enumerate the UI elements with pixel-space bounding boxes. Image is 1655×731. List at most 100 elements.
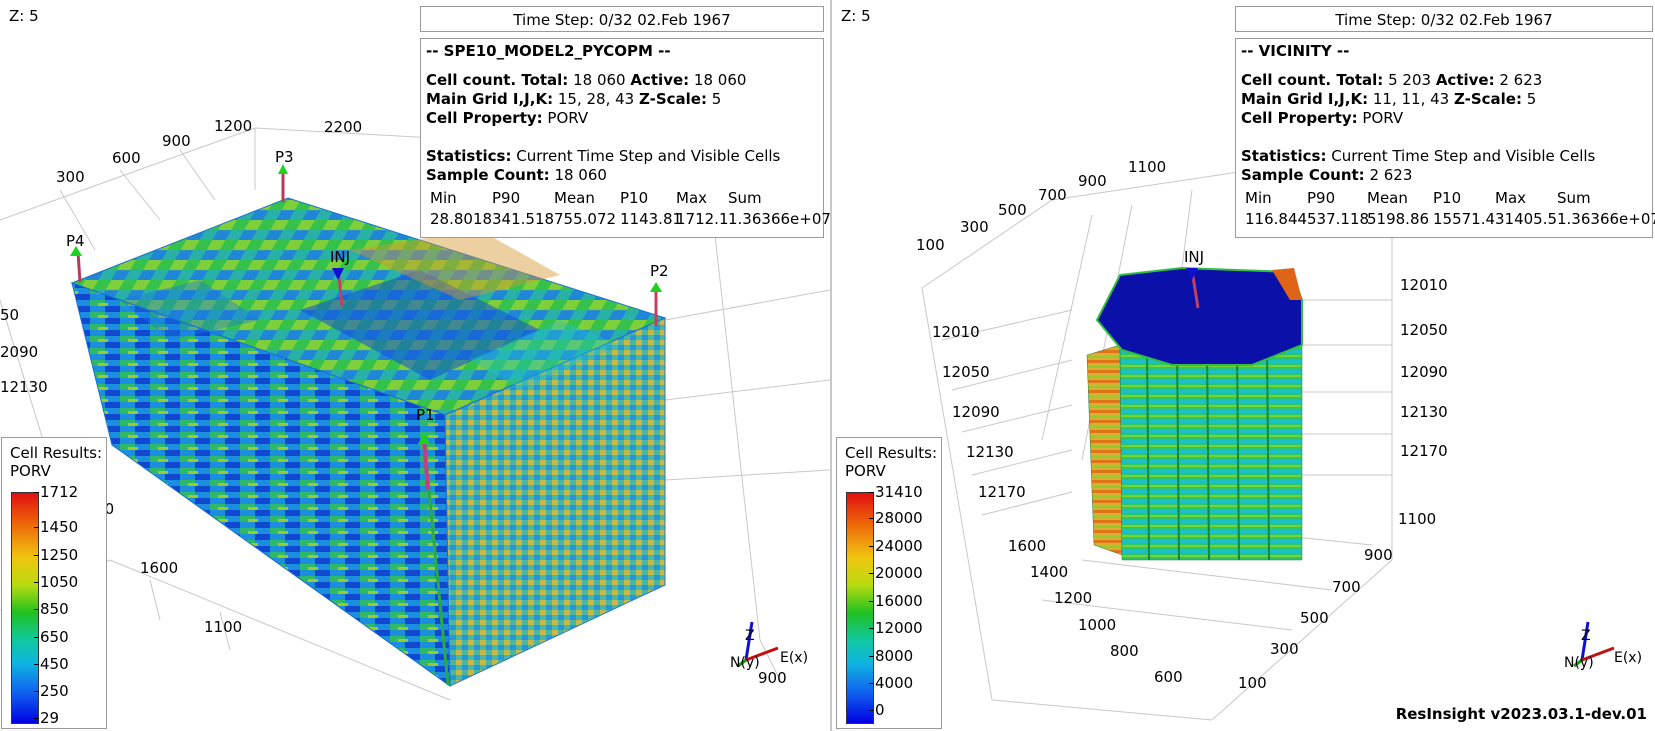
axis-label: 2090	[0, 343, 38, 361]
stats-value: 15571.4	[1433, 210, 1496, 228]
axis-label: 600	[1154, 668, 1183, 686]
axis-label: 12130	[1400, 403, 1448, 421]
well-label-p1: P1	[416, 406, 435, 424]
axis-label: 300	[960, 218, 989, 236]
legend-tick: 4000	[868, 674, 914, 692]
well-label-p2: P2	[650, 262, 669, 280]
legend-tick: 24000	[869, 537, 923, 555]
axis-label: 300	[56, 168, 85, 186]
legend-title: Cell Results:	[10, 444, 103, 462]
legend-tick: 250	[34, 682, 69, 700]
axis-label: 1100	[1398, 510, 1436, 528]
vicinity-grid-model[interactable]	[1086, 266, 1303, 561]
axis-label: 12010	[1400, 276, 1448, 294]
legend-tick: 1050	[33, 573, 79, 591]
info-box: -- VICINITY -- Cell count. Total: 5 203 …	[1235, 38, 1655, 238]
stats-header: P10	[1433, 189, 1462, 207]
stats-value: 755.072	[554, 210, 617, 228]
color-legend[interactable]: Cell Results: PORV 31410 28000 24000 2000…	[836, 437, 942, 729]
well-label-inj: INJ	[1184, 248, 1204, 266]
legend-property: PORV	[845, 462, 886, 480]
axis-label: 300	[1270, 640, 1299, 658]
z-scale-label: Z: 5	[9, 7, 39, 25]
axis-label: 1100	[1128, 158, 1166, 176]
stats-value: 1.36366e+07	[1557, 210, 1655, 228]
legend-tick: 16000	[869, 592, 923, 610]
stats-value: 1712.1	[676, 210, 729, 228]
well-label-inj: INJ	[330, 248, 350, 266]
legend-tick: 12000	[869, 619, 923, 637]
legend-tick: 850	[34, 600, 69, 618]
triad-n-label: N(y)	[1564, 655, 1594, 671]
stats-header: Sum	[1557, 189, 1591, 207]
time-step-box: Time Step: 0/32 02.Feb 1967	[1235, 6, 1653, 32]
triad-z-label: Z	[1581, 628, 1591, 644]
triad-n-label: N(y)	[730, 655, 760, 671]
legend-tick: 28000	[869, 509, 923, 527]
legend-tick: 1712	[33, 483, 79, 501]
legend-property: PORV	[10, 462, 51, 480]
axis-label: 500	[1300, 609, 1329, 627]
well-paths	[70, 164, 662, 686]
case-title: -- SPE10_MODEL2_PYCOPM --	[426, 42, 671, 60]
left-3d-view[interactable]: P3 P4 INJ P2 P1 1200 900 600 300 2200 50…	[0, 0, 830, 731]
axis-label: 2200	[324, 118, 362, 136]
z-scale-label: Z: 5	[841, 7, 871, 25]
left-3d-scene[interactable]: P3 P4 INJ P2 P1 1200 900 600 300 2200 50…	[0, 0, 830, 731]
triad-e-label: E(x)	[780, 650, 808, 666]
axis-label: 1600	[140, 559, 178, 577]
legend-tick: 1250	[33, 546, 79, 564]
legend-tick: 450	[34, 655, 69, 673]
stats-value: 5198.86	[1367, 210, 1430, 228]
stats-header: Mean	[554, 189, 595, 207]
legend-tick: 20000	[869, 564, 923, 582]
well-paths	[1186, 268, 1200, 309]
stats-header: Min	[430, 189, 457, 207]
legend-tick: 31410	[869, 483, 923, 501]
axis-label: 12130	[966, 443, 1014, 461]
version-label: ResInsight v2023.03.1-dev.01	[1395, 705, 1647, 723]
case-title: -- VICINITY --	[1241, 42, 1350, 60]
orientation-triad: Z N(y) E(x)	[1564, 621, 1642, 671]
axis-label: 12170	[978, 483, 1026, 501]
stats-value: 1143.81	[620, 210, 683, 228]
info-box: -- SPE10_MODEL2_PYCOPM -- Cell count. To…	[420, 38, 830, 238]
axis-label: 100	[1238, 674, 1267, 692]
axis-label: 12050	[1400, 321, 1448, 339]
view-divider[interactable]	[830, 0, 832, 731]
axis-label: 12090	[952, 403, 1000, 421]
stats-header: Mean	[1367, 189, 1408, 207]
axis-label: 1200	[214, 117, 252, 135]
stats-value: 1.36366e+07	[728, 210, 830, 228]
left-axis-grid	[0, 127, 830, 701]
axis-label: 12010	[932, 323, 980, 341]
stats-header: P90	[1307, 189, 1336, 207]
stats-header: P90	[492, 189, 521, 207]
stats-header: Min	[1245, 189, 1272, 207]
stats-value: 28.8018	[430, 210, 493, 228]
legend-tick: 650	[34, 628, 69, 646]
stats-value: 537.118	[1307, 210, 1370, 228]
legend-tick: 1450	[33, 518, 79, 536]
reservoir-grid-model[interactable]	[70, 197, 667, 687]
right-3d-scene[interactable]: INJ 100 300 500 700 900 1100 12010 12050…	[832, 0, 1655, 731]
right-3d-view[interactable]: INJ 100 300 500 700 900 1100 12010 12050…	[832, 0, 1655, 731]
stats-header: Max	[1495, 189, 1527, 207]
axis-label: 50	[0, 306, 19, 324]
triad-z-label: Z	[745, 628, 755, 644]
axis-label: 12090	[1400, 363, 1448, 381]
time-step-box: Time Step: 0/32 02.Feb 1967	[420, 6, 824, 32]
stats-value: 116.844	[1245, 210, 1308, 228]
legend-tick: 29	[33, 709, 60, 727]
axis-label: 12050	[942, 363, 990, 381]
well-label-p4: P4	[66, 232, 85, 250]
axis-label: 900	[1078, 172, 1107, 190]
stats-header: P10	[620, 189, 649, 207]
triad-e-label: E(x)	[1614, 650, 1642, 666]
axis-label: 12170	[1400, 442, 1448, 460]
axis-label: 1200	[1054, 589, 1092, 607]
axis-label: 900	[162, 132, 191, 150]
color-legend[interactable]: Cell Results: PORV 1712 1450 1250 1050 85…	[1, 437, 107, 729]
axis-label: 1000	[1078, 616, 1116, 634]
axis-label: 800	[1110, 642, 1139, 660]
